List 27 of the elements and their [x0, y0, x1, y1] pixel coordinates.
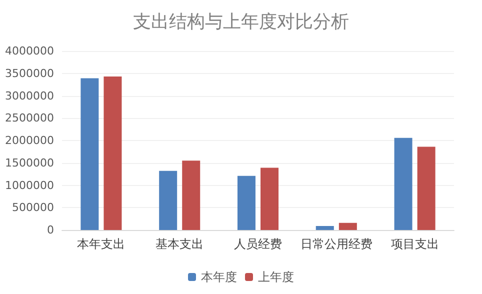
x-tick-label: 人员经费: [234, 237, 282, 251]
x-tick-label: 基本支出: [156, 237, 204, 251]
bar: [316, 226, 334, 230]
chart-title: 支出结构与上年度对比分析: [133, 12, 349, 32]
y-tick-label: 3500000: [5, 66, 54, 80]
bar: [159, 170, 178, 230]
y-tick-label: 3000000: [5, 89, 54, 102]
y-tick-label: 4000000: [5, 44, 54, 58]
legend-label: 上年度: [258, 270, 294, 284]
x-tick-label: 项目支出: [390, 237, 439, 251]
bar: [182, 160, 200, 230]
legend-label: 本年度: [201, 270, 237, 284]
y-tick-label: 0: [47, 224, 54, 236]
y-tick-label: 500000: [12, 201, 54, 214]
bar: [104, 76, 122, 230]
x-tick-label: 日常公用经费: [300, 237, 372, 251]
y-tick-label: 2500000: [5, 112, 54, 125]
x-tick-label: 本年支出: [77, 237, 126, 251]
bar: [237, 176, 256, 230]
y-tick-label: 1000000: [5, 178, 54, 192]
bar: [338, 222, 357, 230]
y-tick-label: 1500000: [5, 156, 54, 170]
y-tick-label: 2000000: [5, 134, 54, 147]
bar: [417, 146, 436, 230]
bar: [80, 78, 99, 230]
bar: [394, 138, 412, 230]
bar: [260, 168, 279, 230]
